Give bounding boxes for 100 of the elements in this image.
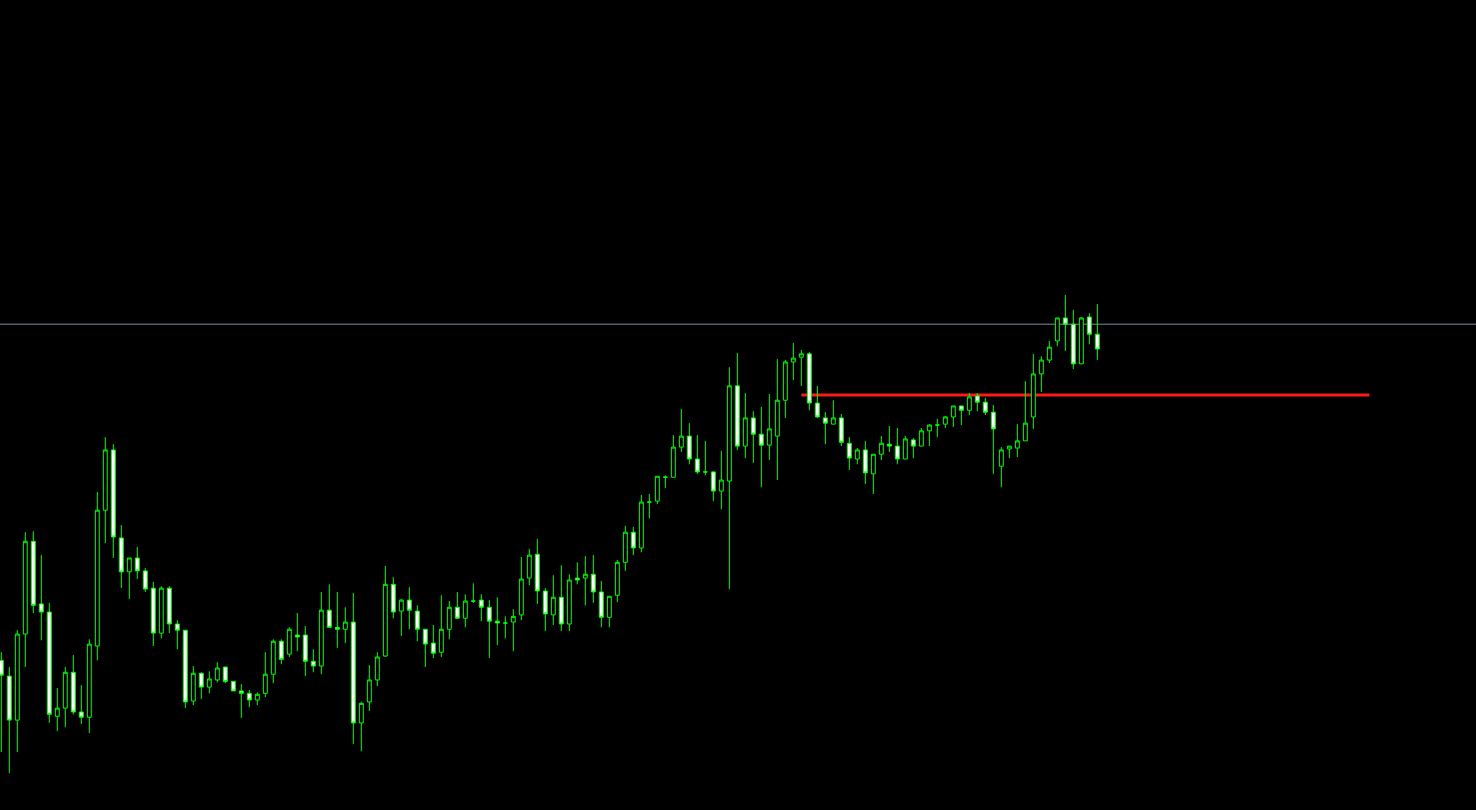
candlestick [222,666,228,684]
candlestick [30,530,36,614]
candlestick [438,594,444,658]
candlestick [1022,380,1028,442]
candlestick [526,548,532,586]
candlestick [318,591,324,675]
candlestick [142,567,148,593]
candlestick [278,638,284,665]
candlestick [950,405,956,428]
candlestick [374,651,380,687]
candlestick [1014,423,1020,458]
candlestick [478,593,484,622]
candlestick [254,691,260,706]
candlestick [686,422,692,465]
candlestick [94,491,100,661]
candlestick [118,524,124,589]
candlestick [814,385,820,419]
candlestick [14,629,20,753]
candlestick [534,538,540,605]
candlestick [590,554,596,604]
candlestick [646,493,652,519]
candlestick [0,651,4,753]
candlestick [1006,445,1012,459]
candlestick [1062,294,1068,352]
candlestick [742,392,748,459]
candlestick [790,342,796,381]
candlestick [454,591,460,620]
candlestick [598,580,604,628]
candlestick [462,593,468,628]
candlestick [862,440,868,485]
candlestick [766,393,772,461]
candlestick [54,687,60,732]
candlestick [542,587,548,632]
candlestick [718,450,724,510]
candlestick [102,436,108,544]
candlestick [174,619,180,650]
candlestick [422,628,428,668]
candlestick [854,447,860,465]
candlestick [662,474,668,489]
candlestick [430,624,436,659]
candlestick [390,576,396,619]
candlestick [838,413,844,447]
candlestick [982,397,988,416]
candlestick [150,581,156,647]
candlestick [46,602,52,724]
candlestick [958,405,964,426]
candlestick [294,612,300,652]
candlestick [654,475,660,505]
candlestick [822,411,828,445]
candlestick [398,598,404,637]
candlestick [1070,309,1076,370]
candlestick [38,554,44,641]
candlestick [382,565,388,658]
candlestick [502,615,508,639]
candlestick [62,666,68,728]
candlestick [1094,303,1100,361]
candlestick [286,626,292,658]
candlestick [302,625,308,677]
candlestick [126,557,132,600]
candlestick [78,684,84,725]
candlestick [110,443,116,559]
candlestick [614,559,620,603]
candlestick [870,453,876,495]
candlestick [902,435,908,460]
candlestick [494,596,500,646]
candlestick [1038,355,1044,393]
candlestick [342,606,348,644]
candlestick [774,358,780,481]
candlestick [998,446,1004,488]
candlestick [518,556,524,621]
candlestick [798,349,804,387]
candlestick [86,638,92,734]
candlestick [910,437,916,459]
candlestick [694,434,700,475]
candlestick [158,585,164,639]
candlestick [782,359,788,419]
candlestick [70,654,76,715]
candlestick [214,661,220,683]
candlestick [734,352,740,451]
candlestick [238,683,244,719]
candlestick [446,600,452,640]
candlestick [678,408,684,453]
candlestick [190,665,196,706]
candlestick [750,410,756,464]
candlestick [326,583,332,628]
candlestick [918,427,924,447]
candlestick [934,418,940,438]
candlestick [990,404,996,475]
candlestick [166,585,172,634]
candlestick [878,435,884,461]
candlestick [758,406,764,488]
candlestick [470,582,476,604]
candlestick [1046,340,1052,364]
candlestick [6,666,12,774]
candlestick [830,399,836,425]
candlestick [310,648,316,673]
candlestick [630,526,636,556]
candlestick [270,638,276,684]
candlestick [1086,312,1092,345]
candlestick [414,604,420,642]
